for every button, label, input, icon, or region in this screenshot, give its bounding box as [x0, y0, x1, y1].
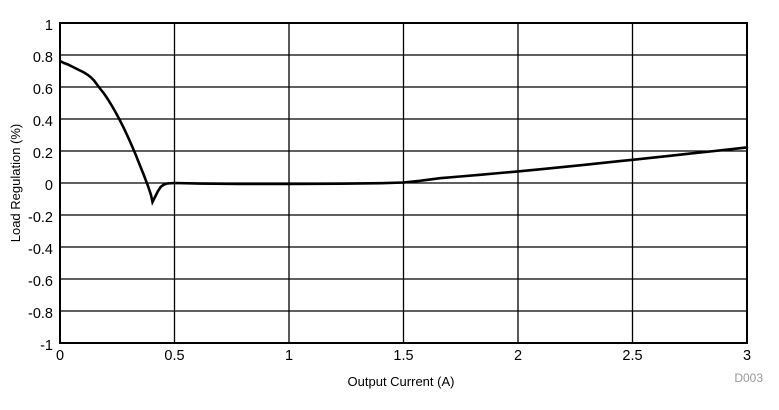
svg-text:Output Current (A): Output Current (A) [348, 374, 455, 389]
svg-text:0: 0 [56, 348, 64, 364]
svg-text:-0.6: -0.6 [28, 274, 53, 290]
svg-text:D003: D003 [734, 371, 763, 385]
svg-text:0.6: 0.6 [33, 82, 53, 98]
svg-text:-0.8: -0.8 [28, 306, 53, 322]
svg-text:1.5: 1.5 [393, 348, 413, 364]
svg-text:3: 3 [743, 348, 751, 364]
svg-text:-1: -1 [40, 338, 53, 354]
svg-text:-0.4: -0.4 [28, 242, 53, 258]
svg-text:Load Regulation (%): Load Regulation (%) [8, 124, 23, 243]
svg-text:0.2: 0.2 [33, 146, 53, 162]
svg-text:1: 1 [285, 348, 293, 364]
svg-text:0.4: 0.4 [33, 114, 53, 130]
svg-text:-0.2: -0.2 [28, 210, 53, 226]
svg-text:2: 2 [514, 348, 522, 364]
svg-text:0.5: 0.5 [164, 348, 184, 364]
svg-text:0.8: 0.8 [33, 50, 53, 66]
svg-text:2.5: 2.5 [622, 348, 642, 364]
svg-text:1: 1 [45, 18, 53, 34]
svg-text:0: 0 [45, 178, 53, 194]
